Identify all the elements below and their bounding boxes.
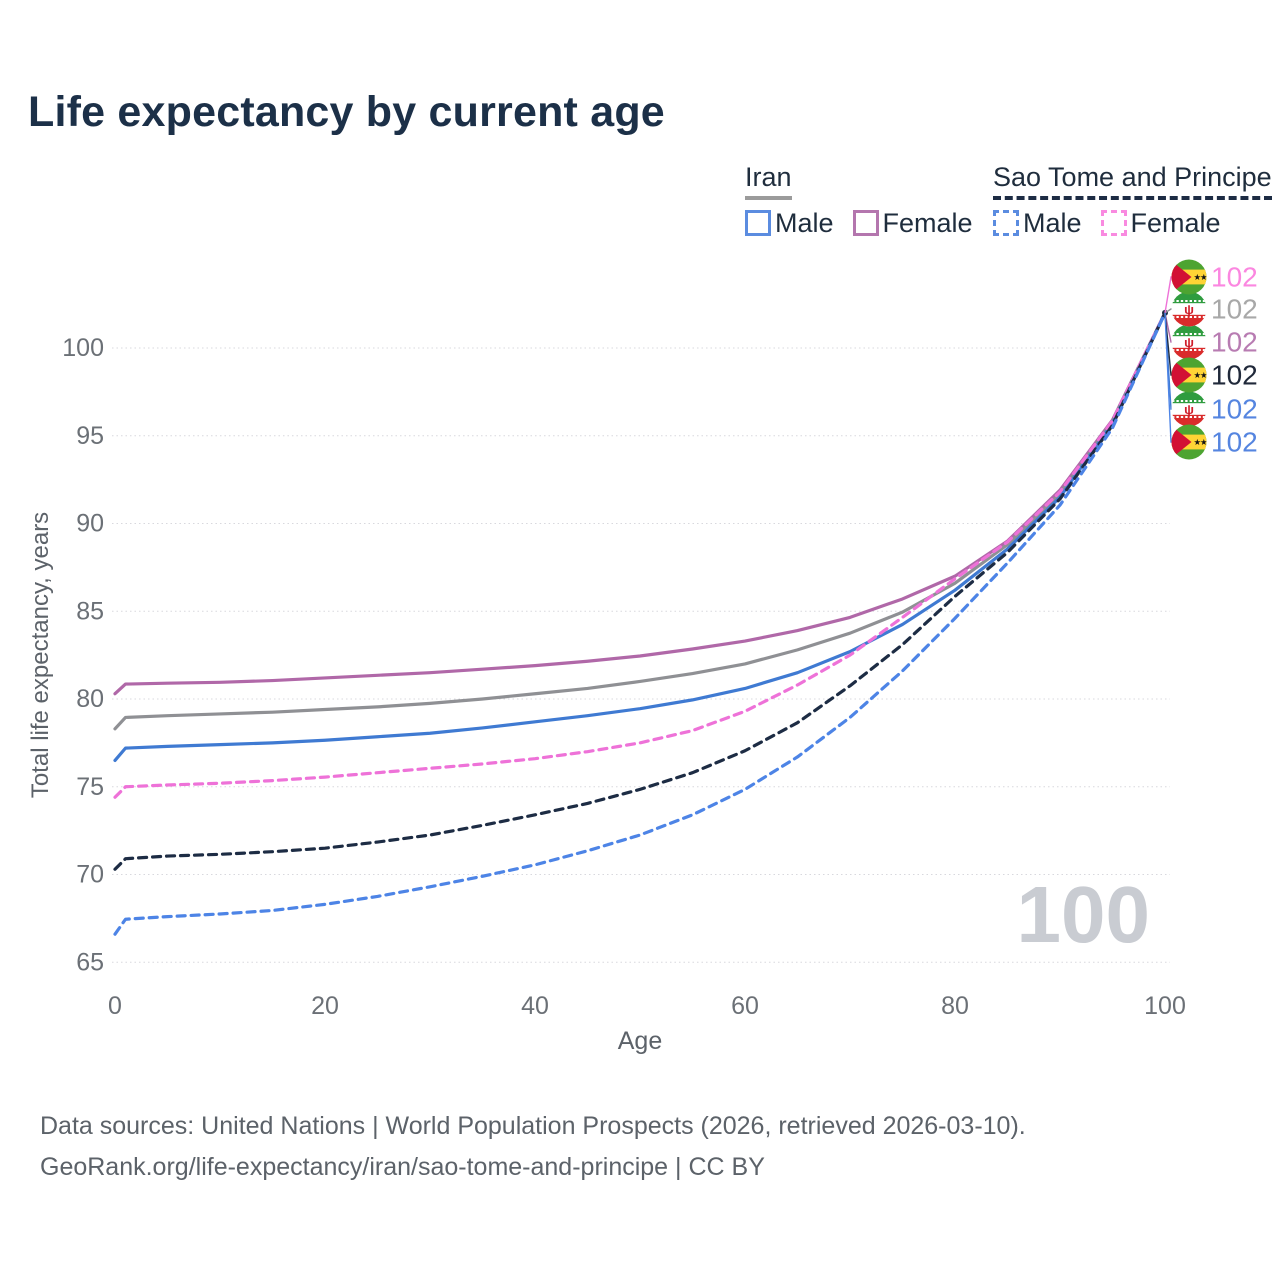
end-value-label: 102: [1211, 294, 1258, 325]
series-end-label-iran-female[interactable]: 102: [1171, 324, 1258, 360]
x-tick-label: 80: [941, 992, 969, 1020]
y-tick-label: 100: [62, 334, 104, 362]
sao-tome-flag-icon: [1171, 424, 1208, 460]
legend-group-sao-tome: Sao Tome and Principe Male Female: [993, 162, 1272, 239]
x-axis-title: Age: [618, 1027, 662, 1055]
y-tick-label: 90: [76, 510, 104, 538]
iran-flag-icon: [1171, 391, 1207, 427]
x-tick-label: 40: [521, 992, 549, 1020]
legend-item-label: Female: [1130, 207, 1221, 238]
legend-item-label: Female: [882, 207, 973, 238]
x-tick-label: 20: [311, 992, 339, 1020]
iran-female-swatch-icon: [852, 210, 879, 237]
frame-age-watermark: 100: [1017, 870, 1150, 959]
legend-item-iran-female[interactable]: Female: [852, 207, 973, 239]
series-line-sao-tome-and-principe-both-sexes[interactable]: [113, 311, 1167, 871]
sao-tome-flag-icon: [1171, 357, 1208, 393]
data-source-line1: Data sources: United Nations | World Pop…: [40, 1112, 1026, 1140]
legend-item-sao-tome-male[interactable]: Male: [993, 208, 1082, 239]
series-end-label-sao-tome-and-principe-female[interactable]: 102: [1171, 259, 1258, 295]
y-tick-label: 80: [76, 685, 104, 713]
page-title: Life expectancy by current age: [28, 88, 665, 136]
sao-tome-female-swatch-icon: [1100, 210, 1127, 237]
y-tick-label: 65: [76, 948, 104, 976]
x-tick-label: 0: [108, 992, 122, 1020]
series-end-label-sao-tome-and-principe-both-sexes[interactable]: 102: [1171, 357, 1258, 393]
end-value-label: 102: [1211, 427, 1258, 458]
legend-group-iran: Iran Male Female: [745, 162, 973, 239]
x-tick-label: 100: [1144, 992, 1186, 1020]
series-line-sao-tome-and-principe-female[interactable]: [113, 311, 1167, 799]
legend-item-label: Male: [775, 207, 834, 238]
legend-item-iran-male[interactable]: Male: [745, 208, 834, 239]
sao-tome-flag-icon: [1171, 259, 1208, 295]
y-axis-title: Total life expectancy, years: [27, 512, 54, 798]
data-source-line2: GeoRank.org/life-expectancy/iran/sao-tom…: [40, 1153, 765, 1181]
y-tick-label: 70: [76, 861, 104, 889]
x-tick-label: 60: [731, 992, 759, 1020]
legend-title-iran: Iran: [745, 162, 792, 200]
series-end-label-sao-tome-and-principe-male[interactable]: 102: [1171, 424, 1258, 460]
iran-flag-icon: [1171, 324, 1207, 360]
end-value-label: 102: [1211, 327, 1258, 358]
iran-male-swatch-icon: [745, 210, 771, 237]
end-value-label: 102: [1211, 262, 1258, 293]
end-value-label: 102: [1211, 394, 1258, 425]
legend-title-sao-tome: Sao Tome and Principe: [993, 162, 1272, 200]
legend-item-sao-tome-female[interactable]: Female: [1100, 207, 1221, 239]
series-line-iran-female[interactable]: [113, 311, 1167, 696]
y-tick-label: 75: [76, 773, 104, 801]
iran-flag-icon: [1171, 291, 1207, 327]
legend-item-label: Male: [1023, 207, 1082, 238]
data-source-note: Data sources: United Nations | World Pop…: [40, 1106, 1026, 1188]
series-line-iran-male[interactable]: [113, 311, 1167, 763]
series-line-sao-tome-and-principe-male[interactable]: [113, 311, 1167, 936]
sao-tome-male-swatch-icon: [993, 210, 1019, 237]
series-end-label-iran-both-sexes[interactable]: 102: [1171, 291, 1258, 327]
y-tick-label: 85: [76, 597, 104, 625]
y-tick-label: 95: [76, 422, 104, 450]
series-line-iran-both-sexes[interactable]: [113, 311, 1167, 731]
end-value-label: 102: [1211, 360, 1258, 391]
series-end-label-iran-male[interactable]: 102: [1171, 391, 1258, 427]
